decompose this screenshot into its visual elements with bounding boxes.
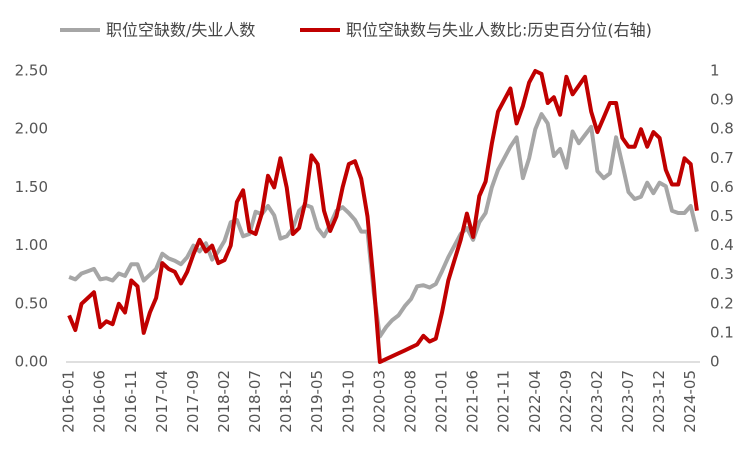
legend-label: 职位空缺数/失业人数 (106, 21, 255, 40)
x-tick-label: 2022-09 (557, 370, 575, 433)
x-tick-label: 2024-05 (681, 370, 699, 433)
y-tick-label: 0.00 (15, 353, 48, 371)
x-tick-label: 2022-04 (526, 370, 544, 433)
x-tick-label: 2023-07 (619, 370, 637, 433)
y-tick-label: 0.50 (15, 294, 48, 312)
x-tick-label: 2018-02 (215, 370, 233, 433)
x-tick-label: 2016-11 (122, 370, 140, 433)
x-tick-label: 2021-01 (433, 370, 451, 433)
x-tick-label: 2016-01 (60, 370, 78, 433)
y-tick-label: 1.00 (15, 236, 48, 254)
y2-tick-label: 0.2 (710, 294, 734, 312)
x-tick-label: 2018-12 (277, 370, 295, 433)
series-line (67, 69, 699, 364)
y2-tick-label: 1 (710, 62, 720, 80)
y-tick-label: 2.00 (15, 120, 48, 138)
x-tick-label: 2021-06 (464, 370, 482, 433)
x-tick-label: 2017-09 (184, 370, 202, 433)
y2-tick-label: 0.6 (710, 178, 734, 196)
x-tick-label: 2019-10 (339, 370, 357, 433)
y2-tick-label: 0.7 (710, 149, 734, 167)
legend-label: 职位空缺数与失业人数比:历史百分位(右轴) (346, 21, 652, 40)
series-line (68, 112, 699, 339)
x-tick-label: 2020-03 (370, 370, 388, 433)
x-tick-label: 2016-06 (91, 370, 109, 433)
y2-tick-label: 0.8 (710, 120, 734, 138)
y2-tick-label: 0 (710, 353, 720, 371)
x-tick-label: 2019-05 (308, 370, 326, 433)
y-tick-label: 1.50 (15, 178, 48, 196)
y2-tick-label: 0.4 (710, 236, 734, 254)
y2-tick-label: 0.3 (710, 265, 734, 283)
y2-tick-label: 0.5 (710, 207, 734, 225)
y2-tick-label: 0.1 (710, 323, 734, 341)
x-tick-label: 2023-02 (588, 370, 606, 433)
x-tick-label: 2020-08 (401, 370, 419, 433)
y-tick-label: 2.50 (15, 62, 48, 80)
x-tick-label: 2023-12 (650, 370, 668, 433)
x-tick-label: 2021-11 (495, 370, 513, 433)
x-tick-label: 2018-07 (246, 370, 264, 433)
y2-tick-label: 0.9 (710, 91, 734, 109)
x-tick-label: 2017-04 (153, 370, 171, 433)
